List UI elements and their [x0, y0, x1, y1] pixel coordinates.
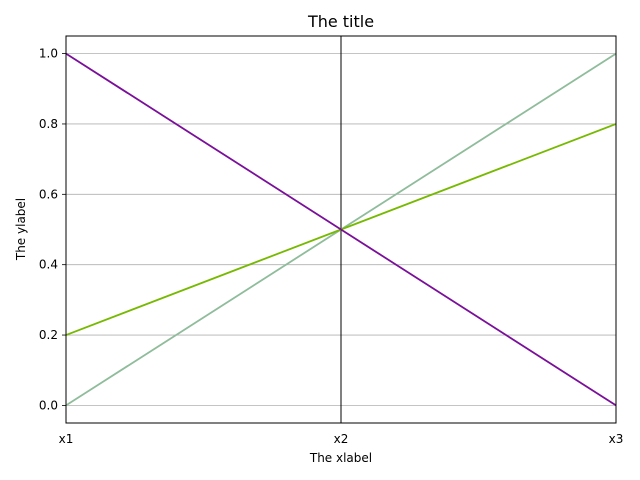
x-tick-label: x2	[334, 432, 349, 446]
y-tick-label: 0.2	[39, 328, 58, 342]
plot-frame	[65, 35, 617, 424]
y-axis-label: The ylabel	[14, 198, 28, 261]
y-axis-ticks: 0.0 0.2 0.4 0.6 0.8 1.0	[39, 47, 66, 412]
y-tick-label: 0.4	[39, 258, 58, 272]
chart-title: The title	[307, 12, 374, 31]
y-tick-label: 0.0	[39, 398, 58, 412]
y-tick-label: 1.0	[39, 47, 58, 61]
x-tick-label: x1	[59, 432, 74, 446]
x-axis-label: The xlabel	[309, 451, 372, 465]
x-tick-label: x3	[609, 432, 624, 446]
y-tick-label: 0.6	[39, 187, 58, 201]
x-axis-ticks: x1 x2 x3	[59, 432, 624, 446]
series-layer	[65, 52, 617, 407]
y-tick-label: 0.8	[39, 117, 58, 131]
series-line-3	[65, 52, 617, 407]
